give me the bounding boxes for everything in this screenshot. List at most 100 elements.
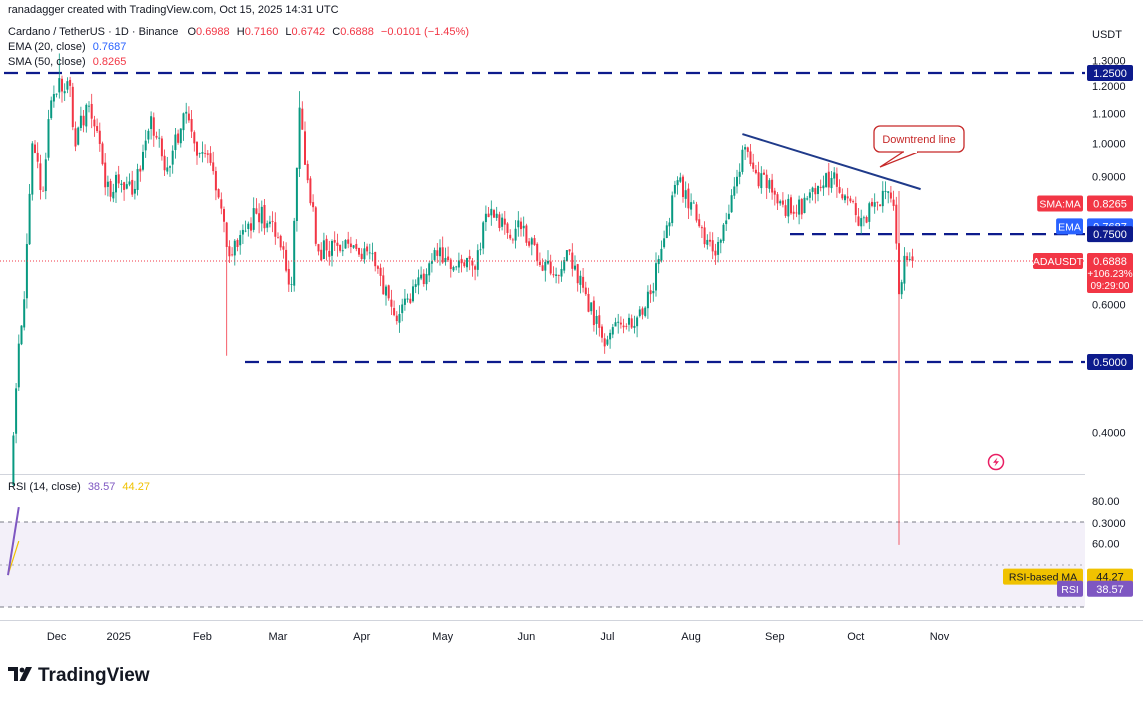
candle[interactable] [160, 135, 163, 161]
candle[interactable] [225, 221, 228, 356]
candle[interactable] [628, 313, 630, 332]
candle[interactable] [784, 199, 787, 218]
candle[interactable] [39, 154, 42, 200]
candle[interactable] [439, 239, 441, 266]
candle[interactable] [752, 153, 755, 172]
candle[interactable] [387, 284, 390, 301]
candle[interactable] [266, 220, 269, 233]
candle[interactable] [495, 206, 498, 221]
candle[interactable] [671, 191, 674, 227]
candle[interactable] [398, 305, 401, 333]
candle[interactable] [290, 276, 293, 293]
candle[interactable] [687, 183, 690, 219]
candle[interactable] [703, 221, 706, 248]
candle[interactable] [314, 206, 317, 247]
candle[interactable] [768, 178, 771, 193]
candle[interactable] [436, 243, 439, 264]
candle[interactable] [760, 166, 763, 194]
candle[interactable] [490, 200, 493, 226]
candle[interactable] [889, 185, 892, 203]
candle[interactable] [876, 201, 879, 211]
candle[interactable] [379, 263, 382, 287]
candle[interactable] [131, 170, 134, 197]
candle[interactable] [555, 267, 558, 284]
candle[interactable] [358, 247, 360, 257]
candle[interactable] [422, 269, 425, 287]
candle[interactable] [263, 199, 266, 235]
candle[interactable] [903, 247, 906, 291]
candle[interactable] [549, 254, 552, 276]
candle[interactable] [277, 232, 279, 239]
candle[interactable] [182, 112, 185, 141]
candle[interactable] [25, 233, 28, 309]
candle[interactable] [646, 285, 649, 319]
candle[interactable] [471, 258, 474, 277]
candle[interactable] [795, 204, 798, 218]
candle[interactable] [609, 329, 612, 349]
candle[interactable] [412, 279, 414, 303]
candle[interactable] [574, 255, 576, 271]
ema-legend[interactable]: EMA (20, close) 0.7687 [8, 41, 126, 53]
candle[interactable] [895, 196, 898, 250]
candle[interactable] [595, 309, 598, 335]
candle[interactable] [50, 96, 53, 120]
candle[interactable] [109, 178, 112, 202]
candle[interactable] [792, 205, 795, 220]
candle[interactable] [668, 217, 671, 236]
candle[interactable] [509, 229, 512, 241]
candle[interactable] [61, 75, 63, 103]
candle[interactable] [663, 230, 666, 249]
candle[interactable] [376, 264, 379, 274]
candle[interactable] [304, 121, 306, 165]
candle[interactable] [455, 265, 458, 271]
candle[interactable] [592, 296, 595, 332]
candle[interactable] [366, 243, 369, 256]
candle[interactable] [617, 313, 620, 334]
candle[interactable] [700, 225, 703, 238]
candle[interactable] [158, 128, 161, 148]
rsi-value-badge[interactable]: RSI-based MA 44.27 [1003, 568, 1133, 585]
candle[interactable] [873, 193, 876, 214]
candle[interactable] [611, 323, 614, 339]
candle[interactable] [541, 258, 544, 272]
candle[interactable] [190, 110, 193, 138]
symbol-legend[interactable]: Cardano / TetherUS · 1D · Binance O0.698… [8, 26, 469, 38]
downtrend-annotation[interactable]: Downtrend line [873, 125, 965, 168]
candle[interactable] [260, 200, 263, 232]
candle[interactable] [433, 247, 436, 262]
candle[interactable] [571, 243, 574, 277]
candle[interactable] [568, 249, 571, 256]
candle[interactable] [374, 251, 377, 272]
candle[interactable] [23, 291, 26, 331]
candle[interactable] [717, 236, 720, 263]
candle[interactable] [196, 141, 198, 165]
candle[interactable] [503, 210, 506, 235]
candle[interactable] [371, 242, 374, 262]
price-pane[interactable] [0, 0, 1085, 474]
candle[interactable] [590, 302, 593, 315]
candle[interactable] [217, 188, 220, 199]
candle[interactable] [347, 231, 350, 249]
candle[interactable] [177, 129, 180, 145]
candle[interactable] [349, 236, 352, 254]
candle[interactable] [293, 217, 296, 292]
candle[interactable] [63, 83, 66, 101]
candle[interactable] [198, 152, 201, 158]
candle[interactable] [355, 239, 358, 252]
candle[interactable] [15, 383, 18, 444]
candle[interactable] [247, 221, 250, 237]
candle[interactable] [501, 213, 504, 231]
candle[interactable] [846, 187, 849, 206]
candle[interactable] [390, 289, 393, 315]
candle[interactable] [601, 324, 603, 343]
candle[interactable] [468, 249, 471, 271]
candle[interactable] [536, 242, 539, 266]
candle[interactable] [603, 333, 606, 354]
candle[interactable] [123, 181, 126, 201]
candle[interactable] [695, 201, 698, 223]
candle[interactable] [655, 252, 657, 297]
candle[interactable] [779, 199, 782, 206]
candle[interactable] [282, 241, 285, 259]
candle[interactable] [803, 193, 806, 214]
candle[interactable] [142, 144, 144, 172]
